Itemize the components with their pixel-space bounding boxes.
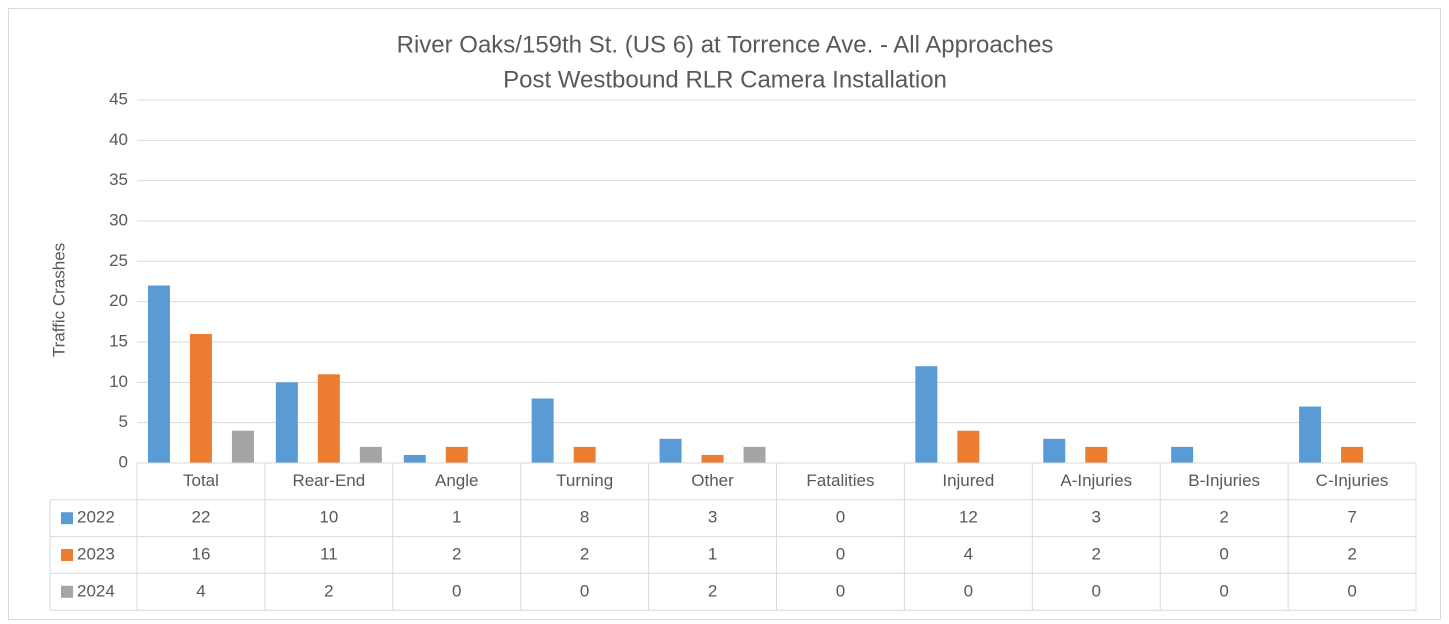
table-cell: 16 <box>191 544 210 563</box>
legend-swatch <box>61 585 73 598</box>
chart-subtitle: Post Westbound RLR Camera Installation <box>503 66 947 93</box>
table-cell: 22 <box>191 508 210 527</box>
y-tick-label: 15 <box>109 331 128 350</box>
legend-label: 2024 <box>77 581 115 600</box>
table-cell: 0 <box>452 581 461 600</box>
bar <box>659 438 682 463</box>
table-cell: 0 <box>836 508 845 527</box>
bar <box>957 430 980 463</box>
bar <box>573 446 596 463</box>
bar <box>531 398 554 463</box>
bar <box>915 366 938 463</box>
table-cell: 0 <box>1219 581 1228 600</box>
x-tick-label: Rear-End <box>292 471 365 490</box>
x-tick-label: Angle <box>435 471 478 490</box>
bar <box>743 446 766 463</box>
table-cell: 2 <box>708 581 717 600</box>
legend-swatch <box>61 549 73 561</box>
table-cell: 2 <box>580 544 589 563</box>
x-tick-label: A-Injuries <box>1060 471 1132 490</box>
y-axis-label: Traffic Crashes <box>49 243 68 357</box>
bar <box>189 333 212 463</box>
bar <box>1171 446 1194 463</box>
table-cell: 1 <box>452 508 461 527</box>
table-cell: 7 <box>1347 508 1356 527</box>
table-cell: 2 <box>1219 508 1228 527</box>
x-tick-label: Fatalities <box>806 471 874 490</box>
y-tick-label: 45 <box>109 89 128 108</box>
table-cell: 3 <box>708 508 717 527</box>
x-tick-label: Other <box>691 471 734 490</box>
x-tick-label: Total <box>183 471 219 490</box>
table-cell: 0 <box>836 581 845 600</box>
y-tick-label: 5 <box>119 412 128 431</box>
y-tick-label: 20 <box>109 291 128 310</box>
table-cell: 4 <box>196 581 205 600</box>
legend-label: 2023 <box>77 544 115 563</box>
x-tick-label: B-Injuries <box>1188 471 1260 490</box>
x-tick-label: Turning <box>556 471 613 490</box>
table-cell: 2 <box>1347 544 1356 563</box>
legend-swatch <box>61 512 73 525</box>
table-cell: 2 <box>452 544 461 563</box>
table-cell: 8 <box>580 508 589 527</box>
table-cell: 0 <box>580 581 589 600</box>
bar <box>1299 406 1322 463</box>
table-cell: 4 <box>964 544 973 563</box>
table-cell: 10 <box>319 508 338 527</box>
x-tick-label: Injured <box>942 471 994 490</box>
bar <box>359 446 382 463</box>
y-tick-label: 0 <box>119 452 128 471</box>
table-cell: 1 <box>708 544 717 563</box>
chart-border <box>8 8 1441 620</box>
table-cell: 0 <box>1219 544 1228 563</box>
table-cell: 2 <box>1092 544 1101 563</box>
y-tick-label: 10 <box>109 372 128 391</box>
table-cell: 0 <box>964 581 973 600</box>
table-cell: 0 <box>1092 581 1101 600</box>
y-tick-label: 40 <box>109 130 128 149</box>
table-cell: 12 <box>959 508 978 527</box>
y-tick-label: 35 <box>109 170 128 189</box>
bar <box>445 446 468 463</box>
y-tick-label: 25 <box>109 251 128 270</box>
bar <box>1043 438 1066 463</box>
bar <box>231 430 254 463</box>
bar <box>701 454 724 463</box>
table-cell: 2 <box>324 581 333 600</box>
bar <box>275 382 298 463</box>
x-tick-label: C-Injuries <box>1316 471 1389 490</box>
chart-title: River Oaks/159th St. (US 6) at Torrence … <box>397 31 1054 58</box>
table-cell: 3 <box>1092 508 1101 527</box>
table-cell: 0 <box>1347 581 1356 600</box>
y-tick-label: 30 <box>109 210 128 229</box>
legend-label: 2022 <box>77 508 115 527</box>
bar <box>1341 446 1364 463</box>
table-cell: 11 <box>320 544 338 563</box>
bar <box>147 285 170 463</box>
table-cell: 0 <box>836 544 845 563</box>
bar <box>317 374 340 463</box>
bar <box>1085 446 1108 463</box>
bar <box>403 454 426 463</box>
